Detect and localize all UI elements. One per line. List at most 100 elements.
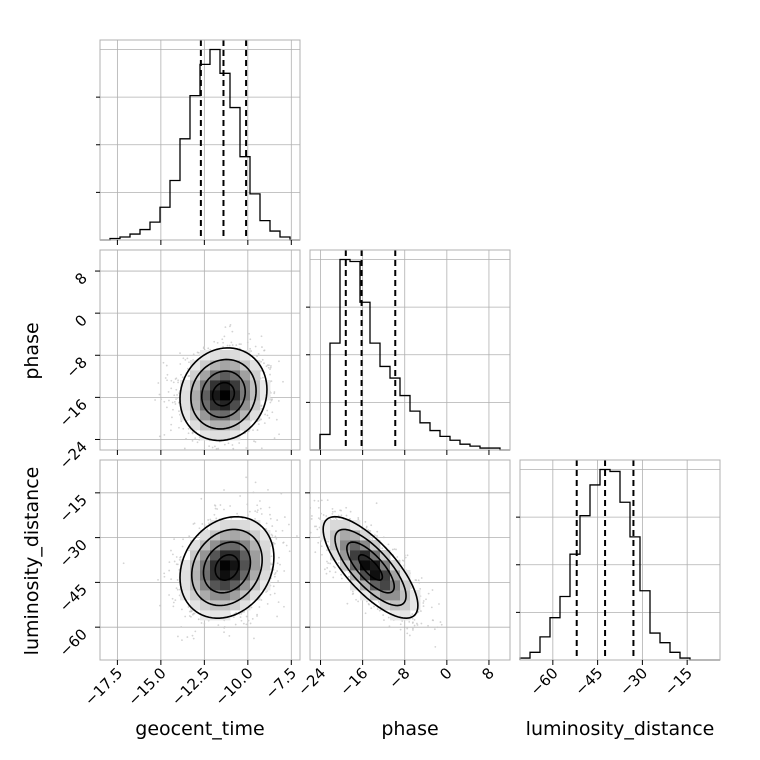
sample-point xyxy=(376,608,379,610)
sample-point xyxy=(404,556,407,559)
density-cell xyxy=(390,560,401,571)
sample-point xyxy=(186,636,189,638)
density-cell xyxy=(200,580,211,591)
density-cell xyxy=(240,580,251,591)
sample-point xyxy=(194,437,197,440)
density-cell xyxy=(350,570,361,581)
sample-point xyxy=(257,423,260,426)
sample-point xyxy=(216,508,219,510)
density-cell xyxy=(220,390,231,401)
density-cell xyxy=(260,550,271,561)
sample-point xyxy=(256,504,259,507)
sample-point xyxy=(267,366,270,369)
density-cell xyxy=(250,400,261,411)
sample-point xyxy=(187,432,190,435)
sample-point xyxy=(170,578,173,581)
sample-point xyxy=(168,569,171,572)
sample-point xyxy=(340,514,343,517)
density-cell xyxy=(190,360,201,371)
density-cell xyxy=(230,580,241,591)
sample-point xyxy=(332,576,335,579)
x-tick-label: −10.0 xyxy=(211,664,256,709)
density-cell xyxy=(240,530,251,541)
sample-point xyxy=(229,505,232,507)
sample-point xyxy=(436,626,439,629)
contour-level-2 xyxy=(334,528,407,607)
density-cell xyxy=(320,520,331,531)
sample-point xyxy=(211,446,214,449)
sample-point xyxy=(317,500,320,502)
sample-point xyxy=(178,410,180,413)
sample-point xyxy=(167,391,170,393)
contour-level-0 xyxy=(211,381,236,407)
sample-point xyxy=(260,335,263,338)
density-cell xyxy=(220,420,231,431)
density-cell xyxy=(360,530,371,541)
x-tick-label: −12.5 xyxy=(168,664,213,709)
sample-point xyxy=(188,361,190,364)
sample-point xyxy=(176,579,179,581)
density-cell xyxy=(390,570,401,581)
density-cell xyxy=(390,590,401,601)
sample-point xyxy=(170,379,173,382)
y-tick-label: 8 xyxy=(71,269,90,288)
sample-point xyxy=(370,607,373,610)
sample-point xyxy=(325,572,328,575)
sample-point xyxy=(314,551,317,554)
sample-point xyxy=(273,592,276,595)
sample-point xyxy=(268,364,270,367)
density-cell xyxy=(250,540,261,551)
sample-point xyxy=(184,358,187,361)
density-cell xyxy=(380,600,391,611)
sample-point xyxy=(171,597,174,600)
density-cell xyxy=(400,570,411,581)
sample-point xyxy=(326,567,329,569)
sample-point xyxy=(214,445,216,448)
sample-point xyxy=(168,399,170,402)
sample-point xyxy=(158,435,161,438)
density-cell xyxy=(200,400,211,411)
sample-point xyxy=(376,530,379,533)
sample-point xyxy=(276,570,279,572)
sample-point xyxy=(367,602,370,605)
sample-point xyxy=(254,345,257,348)
sample-point xyxy=(221,338,224,341)
x-tick-label: −60 xyxy=(527,664,562,699)
sample-point xyxy=(268,417,271,419)
x-tick-label: −30 xyxy=(616,664,651,699)
density-cell xyxy=(230,380,241,391)
sample-point xyxy=(175,398,177,401)
sample-point xyxy=(277,400,280,402)
sample-point xyxy=(260,513,263,515)
sample-point xyxy=(320,499,323,502)
sample-point xyxy=(302,495,304,497)
sample-point xyxy=(198,527,201,530)
density-cell xyxy=(330,550,341,561)
sample-point xyxy=(240,613,243,615)
sample-point xyxy=(345,506,348,509)
density-cell xyxy=(200,530,211,541)
density-cell xyxy=(250,530,261,541)
sample-point xyxy=(163,400,166,403)
sample-point xyxy=(208,452,210,454)
sample-point xyxy=(327,562,330,564)
sample-point xyxy=(357,518,360,521)
sample-point xyxy=(198,463,200,465)
x-tick-label: −24 xyxy=(294,664,329,699)
sample-point xyxy=(174,403,177,405)
sample-point xyxy=(411,617,414,620)
sample-point xyxy=(269,366,272,369)
density-cell xyxy=(350,530,361,541)
sample-point xyxy=(179,555,182,558)
panel-frame xyxy=(309,249,511,451)
density-cell xyxy=(230,360,241,371)
sample-point xyxy=(260,360,263,363)
sample-point xyxy=(326,560,328,563)
sample-point xyxy=(226,344,229,347)
sample-point xyxy=(427,592,430,595)
sample-point xyxy=(270,555,273,558)
density-cell xyxy=(330,520,341,531)
sample-point xyxy=(440,623,443,626)
sample-point xyxy=(265,522,268,525)
sample-point xyxy=(183,447,186,450)
